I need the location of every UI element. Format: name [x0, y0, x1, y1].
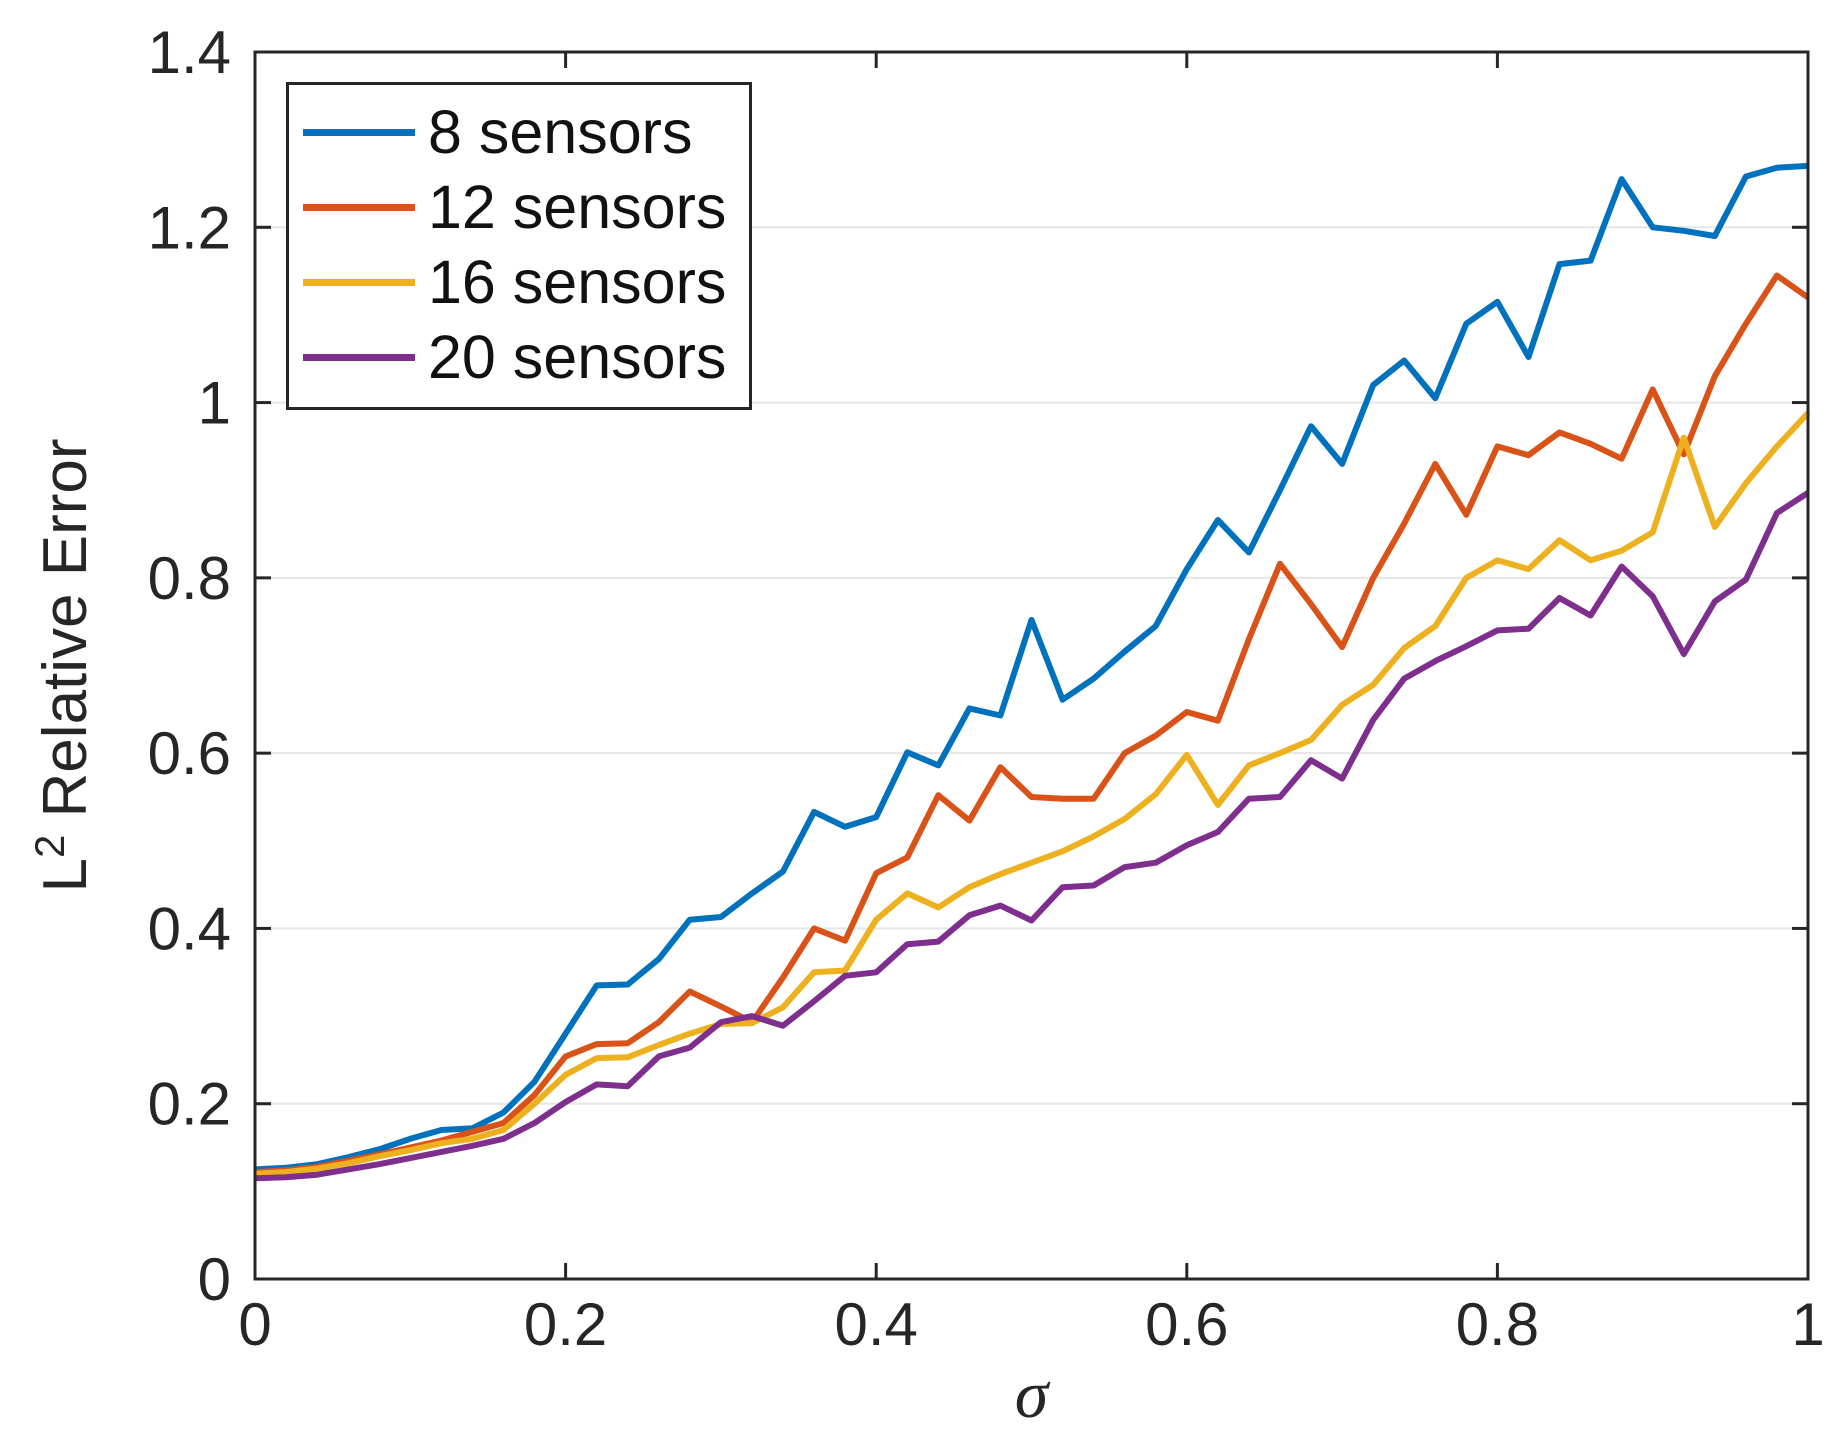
- y-tick-label: 0.8: [148, 545, 231, 612]
- legend-item: 20 sensors: [289, 325, 749, 391]
- legend-swatch-16-sensors: [303, 279, 415, 287]
- x-tick-label: 0.6: [1145, 1291, 1228, 1358]
- legend-item: 8 sensors: [289, 99, 749, 165]
- y-tick-label: 0.6: [148, 720, 231, 787]
- x-axis-label: σ: [1015, 1356, 1051, 1432]
- legend-label: 16 sensors: [428, 248, 727, 317]
- y-tick-label: 0: [198, 1246, 231, 1313]
- axis-box: [253, 50, 1810, 1281]
- legend-swatch-20-sensors: [303, 354, 415, 362]
- legend-swatch-8-sensors: [303, 128, 415, 136]
- y-axis-label: L2 Relative Error: [26, 438, 100, 892]
- x-tick-label: 0.8: [1456, 1291, 1539, 1358]
- legend-swatch-12-sensors: [303, 203, 415, 211]
- x-tick-label: 0.2: [524, 1291, 607, 1358]
- x-tick-label: 0.4: [834, 1291, 917, 1358]
- series-line-12-sensors: [254, 272, 1810, 1176]
- y-tick-label: 1.2: [148, 194, 231, 261]
- legend-item: 12 sensors: [289, 174, 749, 240]
- legend-label: 20 sensors: [428, 323, 727, 392]
- series-line-16-sensors: [254, 411, 1811, 1177]
- y-tick-label: 0.2: [148, 1071, 231, 1138]
- legend-label: 12 sensors: [428, 172, 727, 241]
- series-line-8-sensors: [254, 162, 1809, 1173]
- x-tick-label: 1: [1791, 1291, 1824, 1358]
- series-line-20-sensors: [254, 490, 1810, 1182]
- legend-label: 8 sensors: [428, 97, 693, 166]
- x-tick-label: 0: [238, 1291, 271, 1358]
- y-tick-label: 1.4: [148, 19, 231, 86]
- y-tick-label: 0.4: [148, 895, 231, 962]
- y-tick-label: 1: [198, 370, 231, 437]
- legend: 8 sensors 12 sensors 16 sensors 20 senso…: [286, 82, 752, 410]
- legend-item: 16 sensors: [289, 250, 749, 316]
